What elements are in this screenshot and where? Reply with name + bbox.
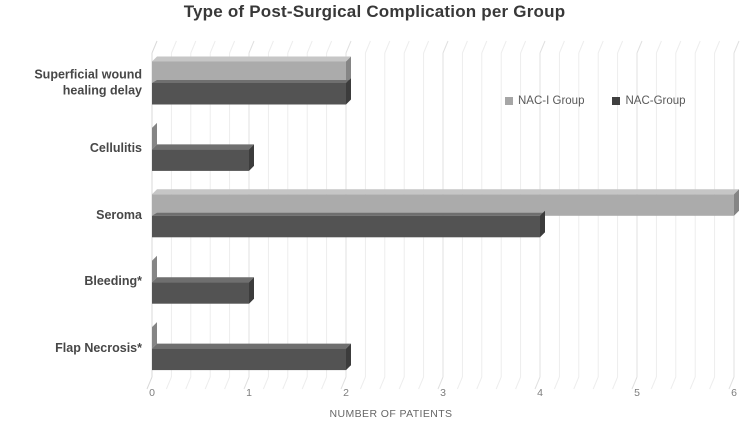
bar-nac-i-group-seroma: [152, 189, 739, 216]
x-tick-6: 6: [731, 387, 737, 399]
category-label-bleeding: Bleeding*: [84, 274, 142, 289]
x-tick-5: 5: [634, 387, 640, 399]
x-tick-4: 4: [537, 387, 543, 399]
legend-marker-nac-group: [612, 97, 621, 105]
bar-nac-group-cellulitis: [152, 144, 254, 171]
bar-nac-group-bleeding: [152, 277, 254, 304]
bar-nac-group-superficial-wound-healing-delay: [152, 78, 351, 105]
legend-marker-nac-i-group: [505, 97, 513, 105]
bar-nac-i-group-superficial-wound-healing-delay: [152, 56, 351, 83]
category-label-seroma: Seroma: [96, 207, 142, 222]
legend-label-nac-group: NAC-Group: [625, 95, 686, 107]
legend-item-nac-i-group: NAC-I Group: [505, 95, 584, 107]
x-tick-2: 2: [343, 387, 349, 399]
x-tick-0: 0: [149, 387, 155, 399]
bar-nac-i-group-flap-necrosis: [152, 322, 157, 349]
bar-nac-i-group-bleeding: [152, 255, 157, 283]
bar-nac-group-flap-necrosis: [152, 343, 351, 371]
x-tick-3: 3: [440, 387, 446, 399]
legend: NAC-I Group NAC-Group: [505, 95, 686, 107]
x-axis-title: NUMBER OF PATIENTS: [329, 408, 453, 420]
x-tick-1: 1: [246, 387, 252, 399]
category-label-superficial-wound-healing-delay: Superficial wound healing delay: [34, 67, 142, 97]
bar-nac-group-seroma: [152, 210, 545, 238]
bar-nac-i-group-cellulitis: [152, 122, 157, 150]
legend-label-nac-i-group: NAC-I Group: [518, 95, 585, 107]
category-label-flap-necrosis: Flap Necrosis*: [55, 340, 142, 355]
category-label-cellulitis: Cellulitis: [89, 141, 142, 156]
chart-title: Type of Post-Surgical Complication per G…: [183, 2, 566, 21]
legend-item-nac-group: NAC-Group: [612, 95, 686, 107]
